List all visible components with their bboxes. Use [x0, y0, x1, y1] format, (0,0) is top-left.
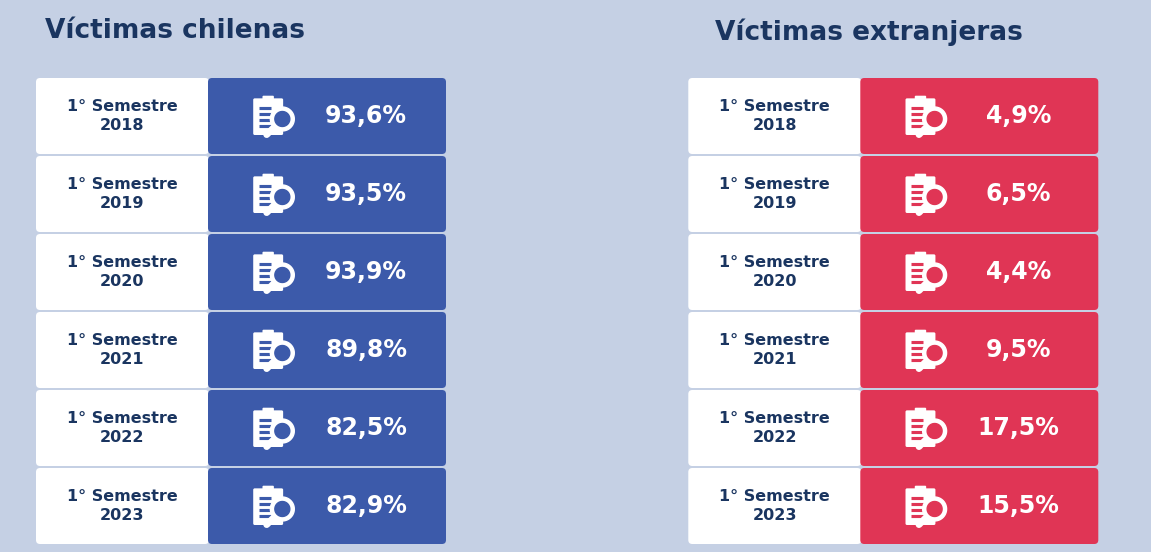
FancyBboxPatch shape	[688, 156, 861, 232]
Polygon shape	[928, 112, 943, 126]
FancyBboxPatch shape	[915, 330, 927, 336]
Polygon shape	[928, 268, 943, 283]
FancyBboxPatch shape	[860, 468, 1098, 544]
FancyBboxPatch shape	[208, 156, 445, 232]
FancyBboxPatch shape	[688, 78, 861, 154]
Text: 4,9%: 4,9%	[985, 104, 1051, 128]
Polygon shape	[270, 497, 295, 521]
Polygon shape	[928, 346, 943, 360]
Polygon shape	[928, 423, 943, 438]
FancyBboxPatch shape	[208, 468, 445, 544]
Polygon shape	[923, 497, 946, 521]
Text: 1° Semestre
2018: 1° Semestre 2018	[67, 99, 178, 133]
FancyBboxPatch shape	[208, 234, 445, 310]
Text: 1° Semestre
2020: 1° Semestre 2020	[67, 255, 178, 289]
FancyBboxPatch shape	[253, 254, 283, 291]
Polygon shape	[928, 189, 943, 204]
Polygon shape	[923, 185, 946, 209]
Text: 1° Semestre
2021: 1° Semestre 2021	[719, 333, 830, 367]
Polygon shape	[275, 346, 290, 360]
Text: Víctimas chilenas: Víctimas chilenas	[45, 18, 305, 44]
FancyBboxPatch shape	[906, 489, 936, 525]
Polygon shape	[275, 112, 290, 126]
Text: 1° Semestre
2019: 1° Semestre 2019	[719, 177, 830, 211]
Polygon shape	[270, 419, 295, 443]
FancyBboxPatch shape	[906, 254, 936, 291]
FancyBboxPatch shape	[906, 176, 936, 213]
FancyBboxPatch shape	[208, 312, 445, 388]
FancyBboxPatch shape	[36, 156, 209, 232]
Text: 1° Semestre
2019: 1° Semestre 2019	[67, 177, 178, 211]
Polygon shape	[270, 185, 295, 209]
FancyBboxPatch shape	[860, 234, 1098, 310]
FancyBboxPatch shape	[36, 390, 209, 466]
Text: 93,5%: 93,5%	[325, 182, 407, 206]
FancyBboxPatch shape	[253, 332, 283, 369]
Polygon shape	[928, 502, 943, 517]
FancyBboxPatch shape	[262, 486, 274, 492]
Text: 1° Semestre
2018: 1° Semestre 2018	[719, 99, 830, 133]
Text: 9,5%: 9,5%	[985, 338, 1051, 362]
FancyBboxPatch shape	[906, 332, 936, 369]
FancyBboxPatch shape	[860, 78, 1098, 154]
Text: 6,5%: 6,5%	[985, 182, 1051, 206]
FancyBboxPatch shape	[253, 410, 283, 447]
FancyBboxPatch shape	[915, 95, 927, 102]
FancyBboxPatch shape	[860, 312, 1098, 388]
FancyBboxPatch shape	[262, 252, 274, 258]
FancyBboxPatch shape	[688, 312, 861, 388]
FancyBboxPatch shape	[915, 486, 927, 492]
Text: 1° Semestre
2023: 1° Semestre 2023	[67, 489, 178, 523]
FancyBboxPatch shape	[262, 174, 274, 180]
FancyBboxPatch shape	[262, 408, 274, 414]
FancyBboxPatch shape	[688, 468, 861, 544]
FancyBboxPatch shape	[915, 174, 927, 180]
FancyBboxPatch shape	[688, 390, 861, 466]
FancyBboxPatch shape	[262, 95, 274, 102]
Text: 1° Semestre
2020: 1° Semestre 2020	[719, 255, 830, 289]
FancyBboxPatch shape	[253, 98, 283, 135]
FancyBboxPatch shape	[906, 410, 936, 447]
Text: 93,9%: 93,9%	[325, 260, 407, 284]
FancyBboxPatch shape	[253, 489, 283, 525]
Polygon shape	[923, 341, 946, 365]
Polygon shape	[275, 502, 290, 517]
Text: 1° Semestre
2022: 1° Semestre 2022	[67, 411, 178, 445]
Text: Víctimas extranjeras: Víctimas extranjeras	[715, 18, 1023, 45]
FancyBboxPatch shape	[860, 390, 1098, 466]
FancyBboxPatch shape	[860, 156, 1098, 232]
FancyBboxPatch shape	[915, 408, 927, 414]
FancyBboxPatch shape	[915, 252, 927, 258]
FancyBboxPatch shape	[36, 312, 209, 388]
Polygon shape	[275, 423, 290, 438]
FancyBboxPatch shape	[253, 176, 283, 213]
Polygon shape	[923, 263, 946, 287]
Polygon shape	[270, 107, 295, 131]
Polygon shape	[923, 107, 946, 131]
Text: 82,5%: 82,5%	[326, 416, 407, 440]
FancyBboxPatch shape	[906, 98, 936, 135]
FancyBboxPatch shape	[36, 234, 209, 310]
FancyBboxPatch shape	[208, 78, 445, 154]
Text: 89,8%: 89,8%	[325, 338, 407, 362]
Polygon shape	[270, 263, 295, 287]
FancyBboxPatch shape	[688, 234, 861, 310]
Text: 1° Semestre
2023: 1° Semestre 2023	[719, 489, 830, 523]
Text: 82,9%: 82,9%	[326, 494, 407, 518]
Text: 17,5%: 17,5%	[977, 416, 1059, 440]
Text: 4,4%: 4,4%	[985, 260, 1051, 284]
FancyBboxPatch shape	[208, 390, 445, 466]
FancyBboxPatch shape	[36, 468, 209, 544]
Text: 93,6%: 93,6%	[325, 104, 407, 128]
FancyBboxPatch shape	[36, 78, 209, 154]
Text: 1° Semestre
2021: 1° Semestre 2021	[67, 333, 178, 367]
Text: 1° Semestre
2022: 1° Semestre 2022	[719, 411, 830, 445]
Polygon shape	[270, 341, 295, 365]
Polygon shape	[275, 189, 290, 204]
FancyBboxPatch shape	[262, 330, 274, 336]
Polygon shape	[923, 419, 946, 443]
Polygon shape	[275, 268, 290, 283]
Text: 15,5%: 15,5%	[977, 494, 1059, 518]
